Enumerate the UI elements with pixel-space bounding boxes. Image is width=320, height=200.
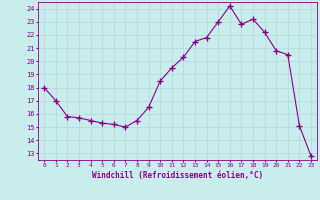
- X-axis label: Windchill (Refroidissement éolien,°C): Windchill (Refroidissement éolien,°C): [92, 171, 263, 180]
